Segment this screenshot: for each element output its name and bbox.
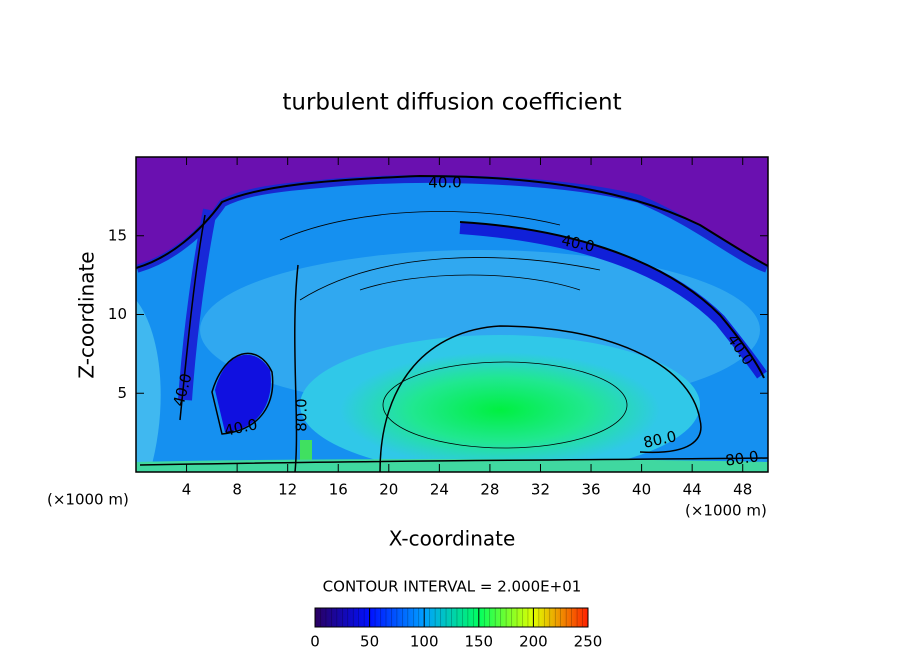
contour-line [459,221,765,379]
x-tick-label: 20 [379,481,398,499]
contour-label: 40.0 [428,174,461,192]
contour-line [382,361,628,449]
x-tick-label: 48 [733,481,752,499]
field-region [136,157,768,265]
y-tick-label: 10 [108,305,127,323]
y-unit: (×1000 m) [47,491,129,509]
contour-line [136,174,768,269]
contour-lines [136,174,768,472]
field-region [215,354,271,432]
contour-line [294,264,702,472]
colorbar-tick-label: 150 [464,633,493,651]
field-region [459,222,767,379]
x-tick-label: 8 [232,481,242,499]
colorbar-tick-label: 250 [574,633,603,651]
x-tick-label: 40 [632,481,651,499]
x-tick-label: 32 [531,481,550,499]
x-tick-label: 36 [581,481,600,499]
y-axis-title: Z-coordinate [75,251,99,378]
x-unit: (×1000 m) [685,502,767,520]
x-tick-label: 24 [430,481,449,499]
y-tick-label: 15 [108,226,127,244]
colorbar-tick-label: 0 [310,633,320,651]
contour-line [179,214,206,421]
contour-interval: CONTOUR INTERVAL = 2.000E+01 [323,578,582,596]
x-tick-label: 12 [278,481,297,499]
chart-title: turbulent diffusion coefficient [282,90,621,116]
contour-label: 80.0 [724,447,760,469]
x-tick-label: 16 [329,481,348,499]
x-tick-label: 28 [480,481,499,499]
x-tick-label: 44 [683,481,702,499]
colorbar-tick-label: 100 [410,633,439,651]
contour-line [139,457,768,466]
contour-label: 80.0 [293,398,311,431]
contour-line [279,211,601,301]
field-region [136,300,161,472]
field-region [178,208,217,401]
field-region [340,352,660,468]
x-axis-title: X-coordinate [389,527,516,551]
contour-line [211,352,274,435]
x-tick-label: 4 [182,481,192,499]
y-tick-label: 5 [117,384,127,402]
colorbar-tick-label: 50 [360,633,379,651]
colorbar-tick-label: 200 [519,633,548,651]
